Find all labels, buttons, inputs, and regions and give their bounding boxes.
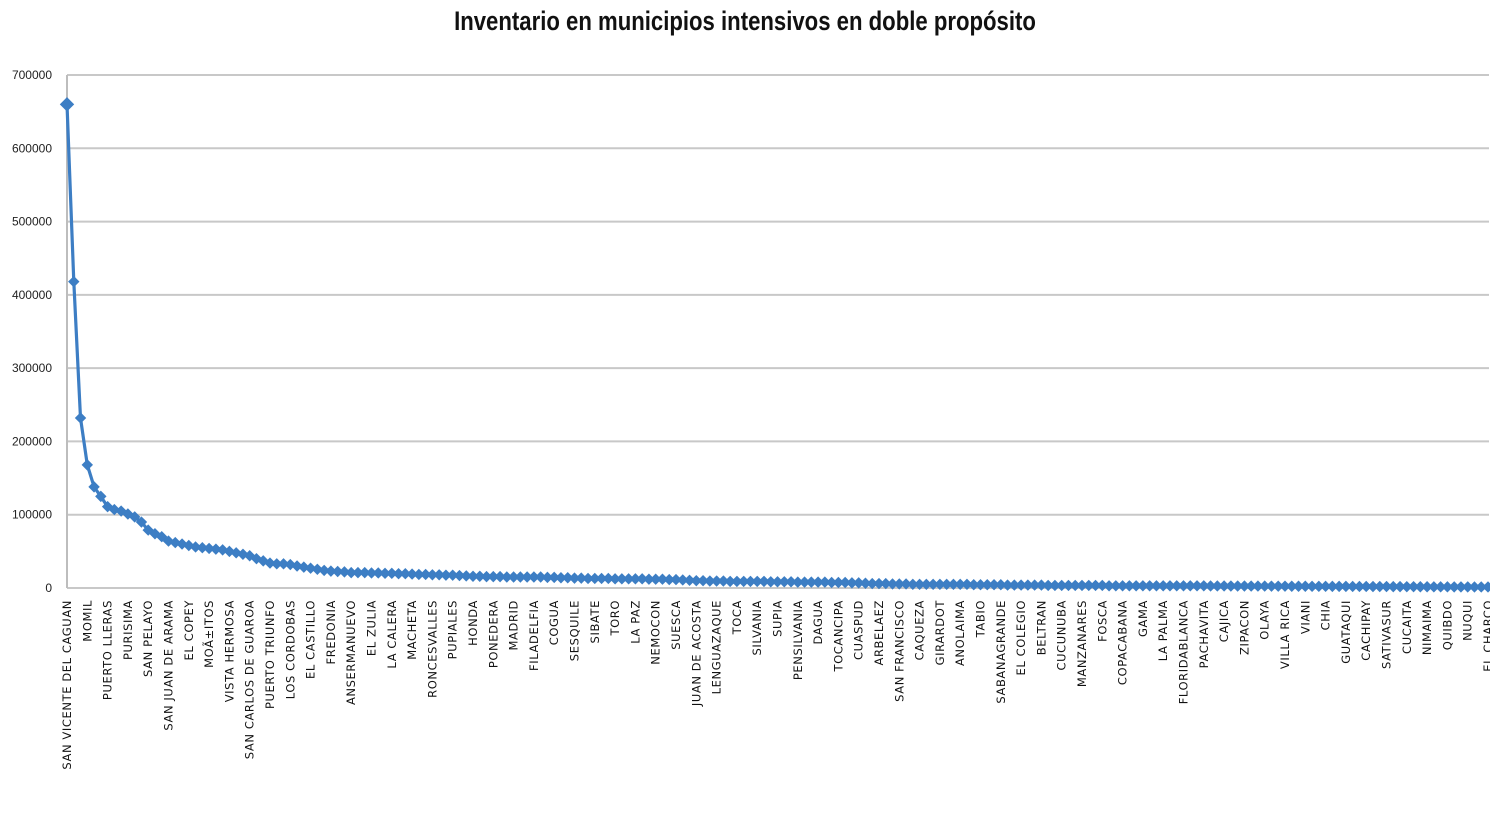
x-tick-label: ARBELAEZ xyxy=(872,600,886,666)
x-tick-label: RONCESVALLES xyxy=(425,600,439,698)
x-tick-label: PACHAVITA xyxy=(1197,600,1211,668)
x-tick-label: SUPIA xyxy=(771,600,785,637)
x-tick-label: MOMIL xyxy=(80,600,94,642)
x-tick-label: CUCAITA xyxy=(1400,600,1414,654)
x-tick-label: BELTRAN xyxy=(1034,600,1048,655)
x-tick-label: PONEDERA xyxy=(486,600,500,668)
data-point xyxy=(69,277,79,287)
x-tick-label: TORO xyxy=(608,600,622,637)
x-tick-label: FOSCA xyxy=(1095,600,1109,642)
x-tick-label: ANSERMANUEVO xyxy=(344,600,358,705)
y-tick-label: 300000 xyxy=(12,361,52,375)
x-tick-label: SAN CARLOS DE GUAROA xyxy=(243,600,257,759)
x-tick-label: SUESCA xyxy=(669,600,683,650)
y-tick-label: 200000 xyxy=(12,434,52,448)
x-tick-label: CHIA xyxy=(1319,600,1333,630)
x-tick-label: MADRID xyxy=(507,600,521,650)
x-tick-label: MOÃ±ITOS xyxy=(201,600,216,668)
x-tick-label: GUATAQUI xyxy=(1339,600,1353,664)
x-tick-label: HONDA xyxy=(466,600,480,646)
data-point xyxy=(61,98,74,111)
data-point xyxy=(76,413,86,423)
x-tick-label: CUCUNUBA xyxy=(1055,600,1069,670)
x-tick-label: JUAN DE ACOSTA xyxy=(689,600,703,707)
x-tick-label: SAN VICENTE DEL CAGUAN xyxy=(60,600,74,770)
x-tick-label: NIMAIMA xyxy=(1420,600,1434,655)
y-tick-label: 100000 xyxy=(12,508,52,522)
x-tick-label: CAQUEZA xyxy=(913,600,927,660)
x-tick-label: EL CASTILLO xyxy=(304,600,318,679)
x-tick-label: CACHIPAY xyxy=(1359,600,1373,661)
x-tick-label: LOS CORDOBAS xyxy=(283,600,297,699)
x-tick-label: GIRARDOT xyxy=(933,600,947,666)
x-tick-label: SAN FRANCISCO xyxy=(892,600,906,702)
x-tick-label: MACHETA xyxy=(405,600,419,660)
x-tick-label: COPACABANA xyxy=(1116,600,1130,685)
x-tick-label: ZIPACON xyxy=(1237,600,1251,655)
x-tick-label: TOCA xyxy=(730,600,744,635)
x-tick-label: TABIO xyxy=(974,600,988,638)
y-tick-label: 700000 xyxy=(12,68,52,82)
x-tick-label: SAN JUAN DE ARAMA xyxy=(162,600,176,731)
x-tick-label: PUERTO LLERAS xyxy=(101,600,115,700)
x-tick-label: OLAYA xyxy=(1258,600,1272,640)
x-tick-label: PENSILVANIA xyxy=(791,600,805,680)
x-tick-label: PUPIALES xyxy=(446,600,460,659)
x-tick-label: SESQUILE xyxy=(568,600,582,661)
x-tick-label: NUQUI xyxy=(1461,600,1475,641)
x-tick-label: EL COLEGIO xyxy=(1014,600,1028,675)
x-tick-label: FLORIDABLANCA xyxy=(1177,600,1191,704)
x-tick-label: VIANI xyxy=(1298,600,1312,634)
x-tick-label: PURISIMA xyxy=(121,600,135,660)
x-tick-label: SABANAGRANDE xyxy=(994,600,1008,704)
x-tick-label: GAMA xyxy=(1136,600,1150,637)
x-tick-label: VISTA HERMOSA xyxy=(222,600,236,702)
x-tick-label: NEMOCON xyxy=(649,600,663,665)
x-tick-label: TOCANCIPA xyxy=(831,600,845,672)
y-tick-label: 500000 xyxy=(12,215,52,229)
y-tick-label: 400000 xyxy=(12,288,52,302)
x-tick-label: SILVANIA xyxy=(750,600,764,656)
data-point xyxy=(82,460,92,470)
x-tick-label: LA PALMA xyxy=(1156,600,1170,661)
x-tick-label: CUASPUD xyxy=(852,600,866,660)
data-point xyxy=(1483,582,1490,592)
x-tick-label: LA CALERA xyxy=(385,600,399,669)
x-tick-label: DAGUA xyxy=(811,600,825,645)
x-tick-label: CAJICA xyxy=(1217,600,1231,642)
x-tick-label: EL ZULIA xyxy=(365,600,379,656)
x-tick-label: FILADELFIA xyxy=(527,600,541,671)
x-tick-label: SAN PELAYO xyxy=(141,600,155,677)
x-tick-label: COGUA xyxy=(547,600,561,645)
x-tick-label: LENGUAZAQUE xyxy=(710,600,724,694)
x-tick-label: SATIVASUR xyxy=(1380,600,1394,669)
x-tick-label: LA PAZ xyxy=(628,600,642,644)
x-tick-label: SIBATE xyxy=(588,600,602,643)
y-tick-label: 600000 xyxy=(12,141,52,155)
x-tick-label: EL COPEY xyxy=(182,600,196,661)
y-tick-label: 0 xyxy=(45,581,52,595)
x-tick-label: VILLA RICA xyxy=(1278,600,1292,669)
x-tick-label: PUERTO TRIUNFO xyxy=(263,600,277,709)
x-tick-label: FREDONIA xyxy=(324,600,338,664)
x-tick-label: QUIBDO xyxy=(1440,600,1454,650)
x-tick-label: MANZANARES xyxy=(1075,600,1089,687)
x-tick-label: ANOLAIMA xyxy=(953,600,967,666)
x-tick-label: EL CHARCO xyxy=(1481,600,1490,672)
